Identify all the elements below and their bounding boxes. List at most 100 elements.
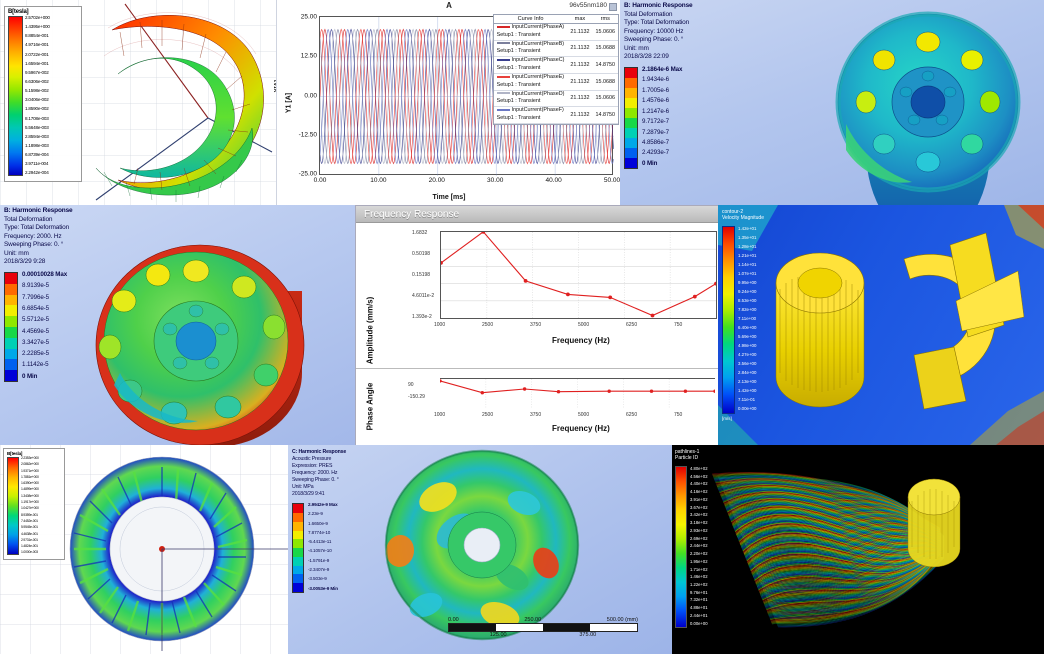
legend-header-line: 2018/3/29 9:41 (292, 491, 325, 498)
legend-value: 1.07e+01 (738, 270, 757, 276)
legend-value: -2.3407e-9 (308, 566, 330, 572)
legend-title-line: contour-2 (722, 209, 744, 215)
axis-tick-x: 40.00 (545, 177, 562, 184)
legend-value: 6.8739e-004 (25, 152, 49, 158)
legend-value: 1.4576e-6 (642, 97, 669, 105)
amplitude-yticks: 1.6832 0.50198 0.15198 4.6011e-2 1.393e-2 (356, 206, 719, 446)
legend-header-line: Type: Total Deformation (624, 19, 690, 27)
scale-bar-500mm: 0.00 250.00 500.00 (mm) 125.00 375.00 (448, 617, 638, 638)
legend-value: 1.1917e+000 (21, 500, 39, 505)
legend-value: -3.503e-9 (308, 576, 327, 582)
legend-value: 9.7172e-7 (642, 118, 669, 126)
curve-rms-cell: 15.0606 (592, 90, 618, 108)
legend-value: 1.7005e-6 (642, 86, 669, 94)
legend-header-line: Total Deformation (624, 10, 673, 18)
axis-label-x: Time [ms] (432, 194, 466, 201)
legend-value: 3.42e+02 (690, 512, 708, 518)
axis-tick-y: 25.00 (300, 13, 317, 21)
axis-tick-y: 0.15198 (412, 272, 431, 278)
legend-header-line: Sweeping Phase: 0. ° (624, 36, 684, 44)
pathline-streamlines (711, 472, 961, 628)
table-header-cell: max (567, 15, 593, 24)
legend-value: 2.23e-9 (308, 511, 323, 517)
axis-tick-x: 750 (674, 412, 683, 418)
legend-value: 2.8594e-003 (25, 133, 49, 139)
curve-name-cell: InputCurrent(PhaseC) Setup1 : Transient (493, 56, 568, 74)
legend-value: 4.80e+02 (690, 466, 708, 471)
legend-value: 2.20e+02 (690, 551, 708, 557)
axis-tick-x: 6250 (626, 412, 638, 418)
legend-value: 1.4824e-001 (21, 544, 38, 549)
legend-value: 9.76e+01 (690, 589, 708, 595)
axis-tick-x: 5000 (578, 412, 590, 418)
phase-curve (440, 379, 715, 409)
axis-tick-y: -25.00 (298, 170, 317, 178)
color-scale-bar (675, 466, 687, 628)
curve-color-swatch (496, 25, 510, 28)
panel-acoustic-pressure: C: Harmonic Response Acoustic Pressure Exp… (288, 445, 672, 654)
legend-header-line: Total Deformation (4, 215, 53, 223)
axis-tick-y: 0.00 (304, 92, 317, 99)
legend-value: 2.2285e-5 (22, 350, 49, 358)
curve-setup: Setup1 : Transient (496, 31, 541, 38)
curve-setup: Setup1 : Transient (496, 98, 541, 105)
curve-name-cell: InputCurrent(PhaseA) Setup1 : Transient (493, 23, 568, 41)
curve-max-cell: 21.1132 (567, 90, 593, 108)
legend-b-tesla-3d: B[tesla] 2.5702e+000 1.4395e+000 8.8854e-0… (4, 6, 82, 182)
legend-value: 7.7996e-5 (22, 293, 49, 301)
curve-max-cell: 21.1132 (567, 56, 593, 74)
window-control-icon[interactable] (609, 3, 617, 11)
table-row: InputCurrent(PhaseF) Setup1 : Transient 21… (493, 106, 618, 124)
legend-value: 2.9942e-9 Max (308, 502, 338, 508)
legend-value: 6.40e+00 (738, 324, 757, 330)
curve-setup: Setup1 : Transient (496, 48, 541, 55)
curve-rms-cell: 15.0688 (592, 40, 618, 58)
table-row: InputCurrent(PhaseE) Setup1 : Transient 21… (493, 73, 618, 91)
legend-value: 4.40e+02 (690, 481, 708, 487)
legend-header-line: Acoustic Pressure (292, 456, 332, 463)
legend-header-line: Frequency: 2000. Hz (292, 470, 338, 477)
curve-name: InputCurrent(PhaseF) (511, 107, 564, 114)
axis-tick-x: 1000 (434, 322, 446, 328)
maxwell-3d-geometry (95, 3, 273, 202)
legend-value: 1.21e+01 (738, 252, 757, 258)
axis-tick-x: 50.00 (603, 177, 621, 184)
amplitude-plot-area (440, 231, 717, 319)
curve-name: InputCurrent(PhaseB) (511, 40, 565, 47)
legend-value: 1.1142e-5 (22, 361, 49, 369)
legend-value: 2.4293e-7 (642, 149, 669, 157)
legend-value: 8.1708e-003 (25, 115, 49, 121)
legend-value: 4.56e+02 (690, 473, 708, 479)
legend-value: 1.2147e-6 (642, 107, 669, 115)
legend-unit: [m/s] (722, 415, 732, 421)
axis-tick-y: 90 (408, 382, 414, 388)
table-header-row: Curve Info max rms (493, 15, 618, 24)
curve-name: InputCurrent(PhaseE) (511, 73, 565, 80)
panel-frequency-response: Frequency Response Amplitude (mm/s) 1.68… (355, 205, 720, 447)
legend-value: 1.0000e-003 (21, 550, 38, 555)
legend-value: 0 Min (22, 372, 38, 380)
curve-rms-cell: 15.0688 (592, 73, 618, 91)
curve-setup: Setup1 : Transient (496, 65, 541, 72)
scale-max-label: 500.00 (mm) (606, 617, 638, 623)
legend-value: 1.4395e+000 (25, 24, 50, 30)
legend-value: 3.91e+02 (690, 496, 708, 502)
curve-info-table: Curve Info max rms InputCurrent(PhaseA) Set… (492, 14, 619, 125)
axis-tick-y: 4.6011e-2 (412, 293, 435, 299)
scale-q1-label: 125.00 (489, 632, 507, 638)
axis-tick-y: 1.6832 (412, 230, 428, 236)
scale-min-label: 0.00 (448, 617, 459, 623)
axis-tick-x: 6250 (626, 322, 638, 328)
axis-tick-x: 0.00 (313, 177, 327, 184)
legend-title-line: pathlines-1 (675, 449, 700, 455)
legend-value: 1.28e+01 (738, 243, 757, 249)
legend-title: B[tesla] (7, 451, 23, 456)
legend-header-line: Frequency: 10000 Hz (624, 27, 684, 35)
legend-header-line: Sweeping Phase: 0. ° (4, 241, 64, 249)
legend-value: 7.2879e-7 (642, 128, 669, 136)
axis-tick-x: 10.00 (370, 177, 387, 184)
legend-value: 0 Min (642, 159, 658, 167)
phase-plot-area (440, 378, 715, 409)
legend-value: 3.18e+02 (690, 520, 708, 526)
legend-value: 7.11e+00 (738, 315, 757, 321)
